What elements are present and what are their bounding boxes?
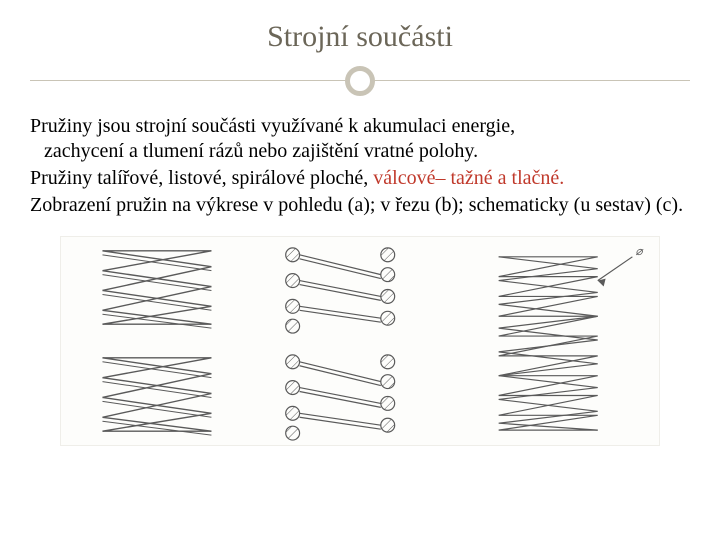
paragraph-1a: Pružiny jsou strojní součásti využívané … — [30, 115, 515, 137]
divider-circle-icon — [345, 66, 375, 96]
paragraph-2a: Pružiny talířové, listové, spirálové plo… — [30, 167, 373, 189]
spring-figure-svg: ⌀ — [61, 237, 659, 445]
paragraph-1: Pružiny jsou strojní součásti využívané … — [30, 114, 690, 164]
spring-figure: ⌀ — [60, 236, 660, 446]
title-divider — [30, 62, 690, 102]
panel-b — [286, 248, 395, 440]
panel-a — [102, 251, 211, 435]
slide-root: Strojní součásti Pružiny jsou strojní so… — [0, 0, 720, 540]
panel-c: ⌀ — [499, 244, 645, 430]
paragraph-2: Pružiny talířové, listové, spirálové plo… — [30, 166, 690, 191]
page-title: Strojní součásti — [30, 20, 690, 54]
body-text: Pružiny jsou strojní součásti využívané … — [30, 114, 690, 218]
paragraph-1b: zachycení a tlumení rázů nebo zajištění … — [44, 140, 478, 162]
paragraph-3: Zobrazení pružin na výkrese v pohledu (a… — [30, 193, 690, 218]
paragraph-2-emphasis: válcové– tažné a tlačné. — [373, 167, 564, 189]
diameter-label: ⌀ — [635, 244, 644, 258]
